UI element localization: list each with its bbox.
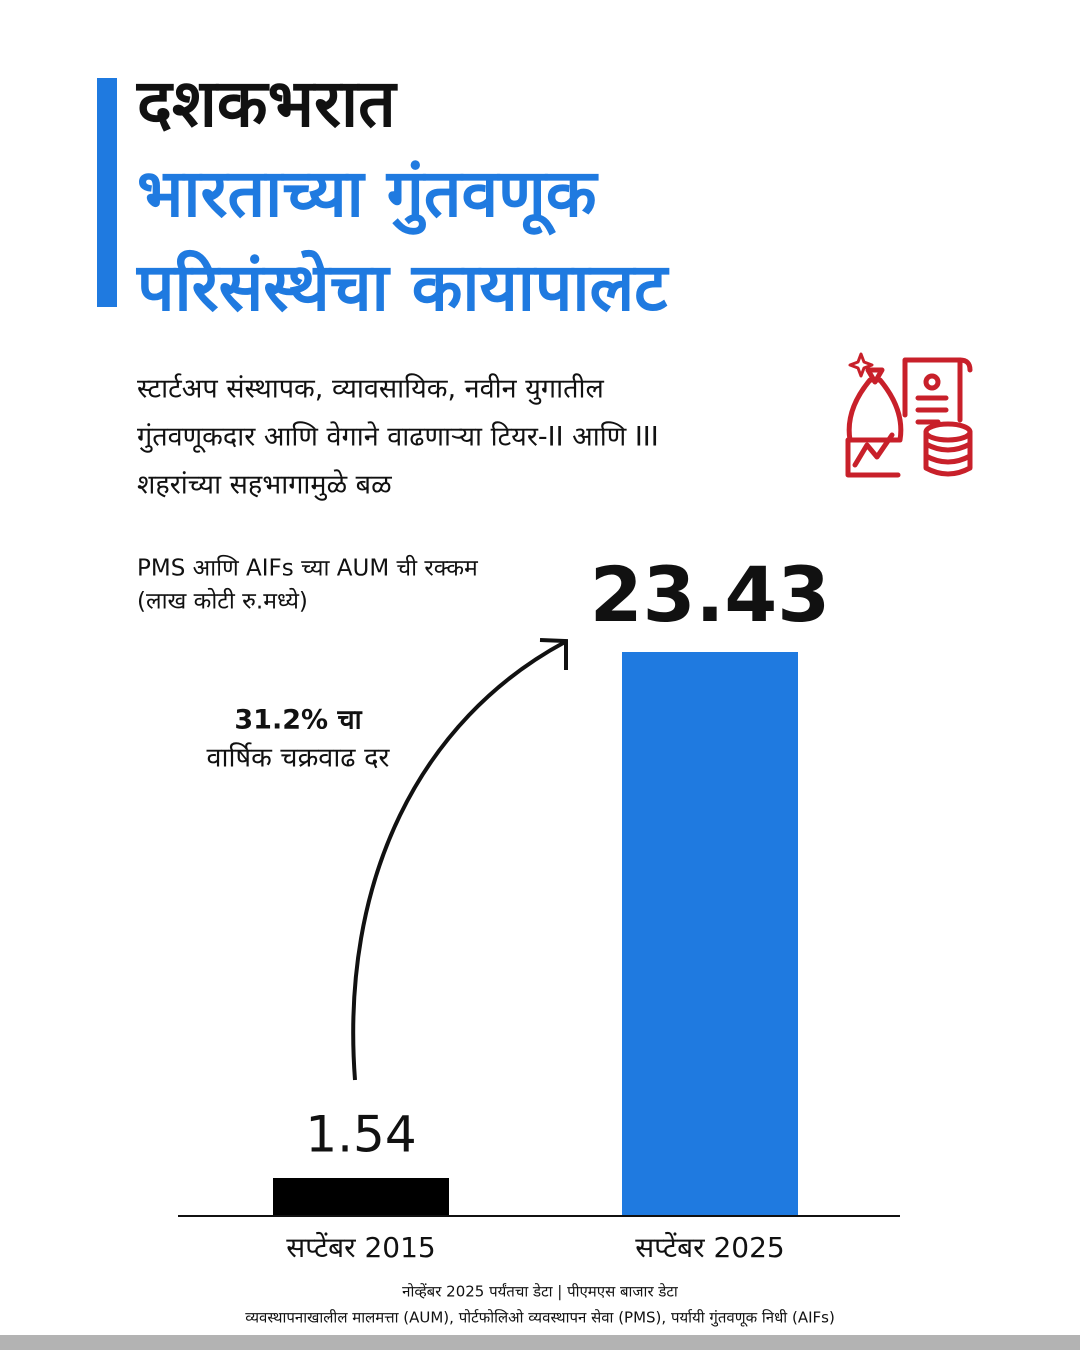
bottom-strip bbox=[0, 1335, 1080, 1350]
subtitle-line: स्टार्टअप संस्थापक, व्यावसायिक, नवीन युग… bbox=[137, 373, 604, 406]
annotation: वार्षिक चक्रवाढ दर bbox=[207, 742, 391, 774]
arrow-head bbox=[539, 638, 568, 670]
annotation: 31.2% चा bbox=[234, 705, 362, 736]
bar bbox=[622, 652, 798, 1215]
title-line: परिसंस्थेचा कायापालट bbox=[135, 249, 670, 326]
title-line: भारताच्या गुंतवणूक bbox=[137, 155, 599, 236]
bar bbox=[273, 1177, 449, 1215]
finance-icon bbox=[845, 352, 973, 478]
accent-stripe bbox=[97, 78, 117, 307]
value-label: 23.43 bbox=[590, 550, 830, 639]
x-tick-label: सप्टेंबर 2025 bbox=[635, 1231, 784, 1264]
x-tick-label: सप्टेंबर 2015 bbox=[286, 1231, 435, 1264]
subtitle-line: शहरांच्या सहभागामुळे बळ bbox=[137, 469, 392, 502]
footnote: नोव्हेंबर 2025 पर्यंतचा डेटा | पीएमएस बा… bbox=[402, 1283, 679, 1301]
title-line: दशकभरात bbox=[135, 65, 398, 142]
subtitle-line: गुंतवणूकदार आणि वेगाने वाढणाऱ्या टियर-II… bbox=[137, 421, 659, 454]
value-axis-label: PMS आणि AIFs च्या AUM ची रक्कम bbox=[137, 555, 479, 582]
value-label: 1.54 bbox=[305, 1105, 416, 1163]
value-axis-label: (लाख कोटी रु.मध्ये) bbox=[137, 588, 308, 615]
growth-arrow bbox=[351, 640, 566, 1081]
footnote: व्यवस्थापनाखालील मालमत्ता (AUM), पोर्टफो… bbox=[245, 1309, 835, 1328]
